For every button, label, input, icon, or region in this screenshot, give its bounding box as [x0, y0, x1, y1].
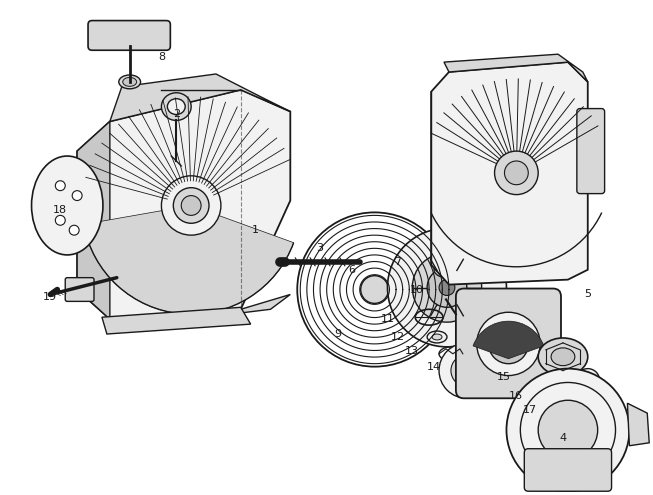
Circle shape: [173, 188, 209, 223]
Ellipse shape: [427, 331, 447, 343]
Ellipse shape: [161, 93, 191, 120]
Ellipse shape: [551, 348, 575, 366]
Circle shape: [360, 276, 389, 303]
Text: 12: 12: [390, 332, 404, 342]
Text: 18: 18: [54, 205, 67, 215]
Circle shape: [505, 161, 528, 185]
Ellipse shape: [31, 156, 103, 255]
Polygon shape: [77, 121, 110, 319]
Text: 8: 8: [158, 52, 165, 62]
FancyBboxPatch shape: [577, 108, 605, 194]
Polygon shape: [77, 90, 291, 319]
Text: 3: 3: [317, 243, 323, 253]
FancyBboxPatch shape: [88, 21, 170, 50]
Text: 11: 11: [381, 314, 394, 324]
Circle shape: [182, 196, 201, 215]
Circle shape: [56, 181, 65, 191]
Text: 6: 6: [348, 265, 355, 275]
Text: 10: 10: [410, 285, 424, 295]
Wedge shape: [473, 321, 544, 359]
Circle shape: [387, 228, 507, 347]
FancyBboxPatch shape: [524, 448, 612, 491]
Text: 13: 13: [406, 346, 419, 356]
Ellipse shape: [538, 338, 588, 376]
Text: 4: 4: [560, 433, 567, 443]
Polygon shape: [444, 54, 588, 82]
Circle shape: [488, 324, 528, 364]
Text: 2: 2: [173, 108, 180, 118]
Text: 17: 17: [523, 405, 537, 415]
Circle shape: [56, 215, 65, 225]
Circle shape: [427, 268, 467, 307]
Polygon shape: [110, 74, 291, 121]
Ellipse shape: [432, 334, 442, 340]
Circle shape: [412, 253, 482, 322]
Text: 7: 7: [394, 257, 401, 267]
Polygon shape: [102, 307, 251, 334]
Polygon shape: [431, 62, 588, 285]
Circle shape: [498, 334, 518, 354]
Ellipse shape: [440, 266, 454, 274]
Circle shape: [494, 151, 538, 195]
Circle shape: [477, 312, 540, 376]
Polygon shape: [628, 403, 649, 446]
Circle shape: [439, 343, 494, 398]
Circle shape: [538, 400, 597, 459]
Text: 14: 14: [427, 362, 441, 372]
FancyBboxPatch shape: [65, 278, 94, 301]
Text: 9: 9: [334, 329, 342, 339]
Ellipse shape: [123, 77, 136, 86]
Circle shape: [439, 280, 455, 296]
Text: 1: 1: [252, 225, 259, 235]
Text: 19: 19: [43, 293, 57, 302]
Circle shape: [72, 191, 82, 200]
FancyBboxPatch shape: [456, 289, 561, 398]
Ellipse shape: [167, 99, 185, 114]
Text: 16: 16: [509, 392, 522, 401]
Circle shape: [507, 369, 629, 491]
Circle shape: [451, 355, 483, 387]
Ellipse shape: [434, 262, 460, 278]
Wedge shape: [84, 210, 294, 314]
Circle shape: [576, 369, 599, 393]
Ellipse shape: [119, 75, 140, 89]
Polygon shape: [110, 295, 291, 329]
Circle shape: [69, 225, 79, 235]
Circle shape: [582, 376, 593, 386]
Circle shape: [460, 364, 473, 378]
Text: 5: 5: [584, 290, 591, 299]
Circle shape: [161, 176, 221, 235]
Text: 15: 15: [496, 372, 511, 382]
